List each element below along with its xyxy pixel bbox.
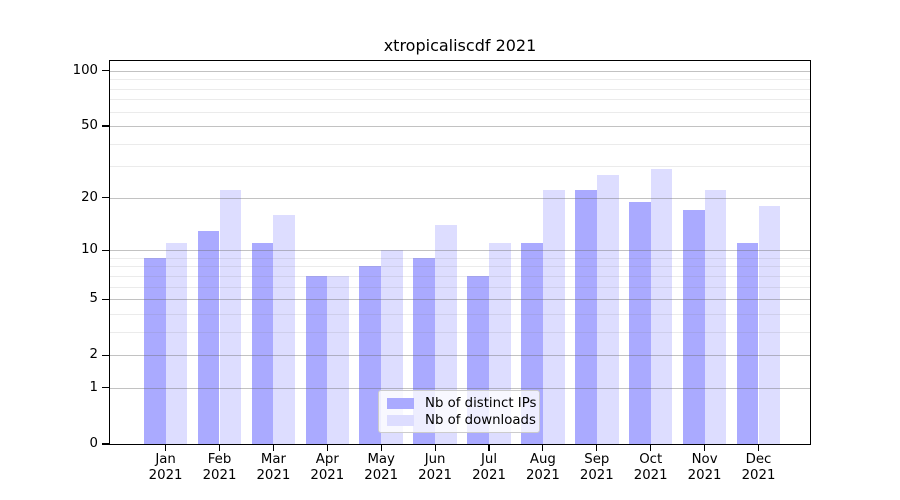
bar-nb-of-downloads-jan-2021 <box>165 243 188 444</box>
x-axis-tick <box>650 445 652 451</box>
bar-nb-of-distinct-ips-jan-2021 <box>143 257 166 444</box>
bar-nb-of-downloads-oct-2021 <box>650 169 673 444</box>
y-axis-tick-label: 20 <box>81 189 98 205</box>
y-axis-tick <box>102 249 109 251</box>
bar-nb-of-distinct-ips-dec-2021 <box>736 243 759 444</box>
y-axis-tick <box>102 125 109 127</box>
bar-nb-of-downloads-aug-2021 <box>542 190 565 444</box>
y-axis-tick-label: 5 <box>89 291 98 307</box>
legend-label-downloads: Nb of downloads <box>425 413 536 428</box>
legend-swatch-downloads <box>387 415 414 426</box>
y-axis-tick-label: 10 <box>81 242 98 258</box>
bar-nb-of-downloads-dec-2021 <box>758 205 781 444</box>
x-axis-tick-label: Nov 2021 <box>687 452 722 483</box>
x-axis-tick-label: May 2021 <box>364 452 399 483</box>
y-axis-tick-label: 1 <box>89 379 98 395</box>
x-axis-tick <box>380 445 382 451</box>
x-axis-tick <box>596 445 598 451</box>
x-axis-tick-label: Sep 2021 <box>579 452 614 483</box>
bar-nb-of-distinct-ips-oct-2021 <box>628 201 651 444</box>
x-axis-tick <box>218 445 221 451</box>
y-axis-tick <box>102 197 109 199</box>
chart-title: xtropicaliscdf 2021 <box>383 36 537 55</box>
y-axis-tick <box>102 354 109 356</box>
bar-nb-of-distinct-ips-apr-2021 <box>305 275 328 444</box>
x-axis-tick <box>272 445 274 451</box>
bar-nb-of-downloads-sep-2021 <box>596 174 619 444</box>
x-axis-tick <box>704 445 706 451</box>
x-axis-tick <box>488 445 490 451</box>
x-axis-tick-label: Feb 2021 <box>202 452 237 483</box>
x-axis-tick <box>434 445 436 451</box>
y-axis-tick <box>102 70 109 72</box>
x-axis-tick <box>165 445 167 451</box>
bar-nb-of-downloads-mar-2021 <box>273 214 296 444</box>
bar-nb-of-downloads-feb-2021 <box>219 190 242 444</box>
x-axis-tick-label: Jul 2021 <box>472 452 506 483</box>
bar-nb-of-distinct-ips-may-2021 <box>359 266 382 444</box>
legend-swatch-distinct-ips <box>387 398 414 409</box>
y-axis-tick-label: 0 <box>89 436 98 451</box>
y-axis-tick <box>102 298 109 300</box>
plot-area: Nb of distinct IPs Nb of downloads <box>110 61 810 444</box>
x-axis-tick-label: Aug 2021 <box>525 452 560 483</box>
bar-nb-of-downloads-jun-2021 <box>435 225 457 444</box>
y-axis-tick-label: 100 <box>72 62 98 78</box>
x-axis-tick <box>326 445 328 451</box>
bars-layer <box>110 61 810 444</box>
y-axis-tick-label: 2 <box>89 347 98 363</box>
bar-nb-of-distinct-ips-mar-2021 <box>251 243 274 444</box>
bar-nb-of-distinct-ips-nov-2021 <box>682 210 705 444</box>
x-axis-tick-label: Dec 2021 <box>741 452 776 483</box>
legend-label-distinct-ips: Nb of distinct IPs <box>425 396 537 411</box>
x-axis-tick-label: Oct 2021 <box>633 452 668 483</box>
bar-nb-of-distinct-ips-feb-2021 <box>197 230 220 444</box>
legend-item-distinct-ips: Nb of distinct IPs <box>379 395 539 412</box>
y-axis-tick-label: 50 <box>81 118 98 133</box>
x-axis-tick-label: Jun 2021 <box>418 452 453 483</box>
y-axis-tick <box>102 443 109 445</box>
bar-nb-of-downloads-apr-2021 <box>327 275 350 444</box>
bar-nb-of-downloads-nov-2021 <box>704 190 727 444</box>
bar-nb-of-distinct-ips-sep-2021 <box>575 190 597 444</box>
x-axis-tick <box>542 445 544 451</box>
x-axis-tick-label: Apr 2021 <box>310 452 345 483</box>
legend: Nb of distinct IPs Nb of downloads <box>378 390 540 433</box>
x-axis-tick-label: Mar 2021 <box>256 452 291 483</box>
legend-item-downloads: Nb of downloads <box>379 412 539 429</box>
x-axis-tick-label: Jan 2021 <box>148 452 183 483</box>
y-axis-tick <box>102 387 109 389</box>
x-axis-tick <box>757 445 760 451</box>
